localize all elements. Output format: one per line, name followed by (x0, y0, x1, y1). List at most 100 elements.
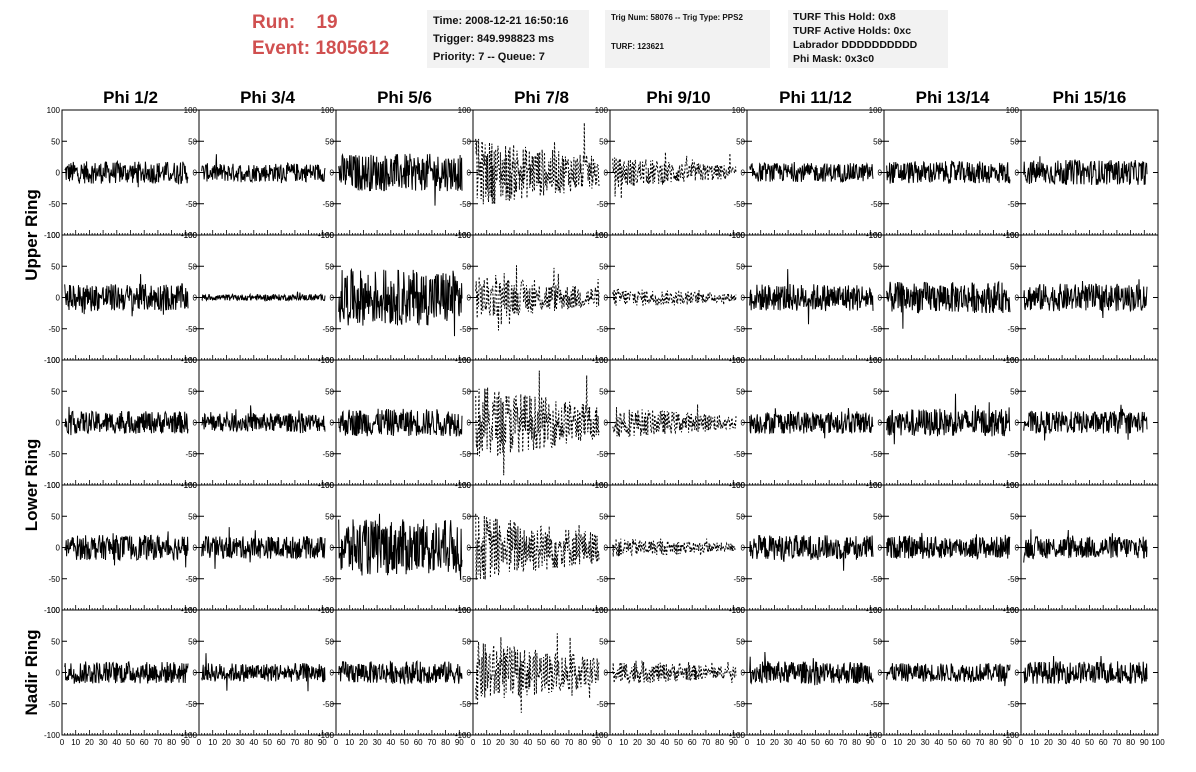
y-tick-label: 0 (330, 294, 335, 303)
x-tick-label: 50 (811, 738, 820, 747)
y-tick-label: 100 (458, 231, 472, 240)
phi-mask-text: Phi Mask: 0x3c0 (793, 53, 875, 65)
y-tick-label: 50 (873, 387, 882, 396)
x-tick-label: 50 (126, 738, 135, 747)
y-tick-label: -100 (44, 231, 61, 240)
waveform-trace (612, 288, 737, 306)
y-tick-label: 50 (873, 512, 882, 521)
x-tick-label: 30 (236, 738, 245, 747)
y-tick-label: -50 (596, 575, 608, 584)
y-tick-label: 50 (736, 262, 745, 271)
y-tick-label: 0 (741, 544, 746, 553)
y-tick-label: 0 (604, 294, 609, 303)
y-tick-label: 50 (1010, 137, 1019, 146)
y-tick-label: -50 (459, 450, 471, 459)
y-tick-label: 0 (604, 419, 609, 428)
y-tick-label: 50 (873, 637, 882, 646)
y-tick-label: -50 (48, 200, 60, 209)
x-tick-label: 60 (277, 738, 286, 747)
x-tick-label: 50 (263, 738, 272, 747)
y-tick-label: 100 (47, 231, 61, 240)
y-tick-label: -50 (185, 450, 197, 459)
y-tick-label: -50 (733, 200, 745, 209)
waveform-trace (612, 538, 737, 557)
waveform-trace (886, 280, 1011, 329)
waveform-trace (475, 633, 600, 713)
waveform-trace (886, 532, 1011, 561)
y-tick-label: 100 (732, 106, 746, 115)
x-tick-label: 0 (471, 738, 476, 747)
y-tick-label: 50 (51, 512, 60, 521)
y-tick-label: -50 (596, 325, 608, 334)
y-tick-label: 0 (467, 294, 472, 303)
column-title: Phi 11/12 (779, 88, 852, 107)
y-tick-label: 50 (599, 512, 608, 521)
y-tick-label: 100 (869, 356, 883, 365)
waveform-trace (338, 267, 463, 337)
column-title: Phi 13/14 (916, 88, 990, 107)
x-tick-label: 20 (222, 738, 231, 747)
y-tick-label: 0 (604, 169, 609, 178)
waveform-trace (338, 408, 463, 438)
y-tick-label: 50 (462, 137, 471, 146)
x-tick-label: 20 (633, 738, 642, 747)
y-tick-label: 100 (869, 481, 883, 490)
x-tick-label: 80 (715, 738, 724, 747)
y-tick-label: 100 (595, 481, 609, 490)
y-tick-label: -50 (1007, 575, 1019, 584)
turf-active-holds-text: TURF Active Holds: 0xc (793, 25, 912, 37)
y-tick-label: -50 (1007, 700, 1019, 709)
x-tick-label: 90 (318, 738, 327, 747)
x-tick-label: 0 (608, 738, 613, 747)
waveform-trace (64, 406, 189, 436)
y-tick-label: -100 (44, 356, 61, 365)
y-tick-label: 100 (595, 606, 609, 615)
x-tick-label: 70 (290, 738, 299, 747)
waveform-trace (201, 653, 326, 692)
y-tick-label: -50 (185, 575, 197, 584)
x-tick-label: 0 (334, 738, 339, 747)
y-tick-label: -100 (44, 606, 61, 615)
y-tick-label: -50 (48, 575, 60, 584)
x-tick-label: 90 (181, 738, 190, 747)
x-tick-label: 10 (619, 738, 628, 747)
y-tick-label: 100 (458, 356, 472, 365)
waveform-trace (475, 513, 600, 580)
event-value: 1805612 (315, 38, 390, 59)
trig-num-text: Trig Num: 58076 -- Trig Type: PPS2 (611, 13, 743, 22)
y-tick-label: 100 (321, 231, 335, 240)
waveform-trace (749, 534, 874, 571)
y-tick-label: 50 (736, 387, 745, 396)
y-tick-label: -50 (870, 575, 882, 584)
y-tick-label: 0 (1015, 419, 1020, 428)
x-tick-label: 30 (1058, 738, 1067, 747)
y-tick-label: 0 (467, 544, 472, 553)
y-tick-label: 100 (1006, 481, 1020, 490)
y-tick-label: 100 (458, 106, 472, 115)
x-tick-label: 10 (208, 738, 217, 747)
y-tick-label: -50 (870, 700, 882, 709)
x-tick-label: 40 (386, 738, 395, 747)
y-tick-label: -50 (322, 325, 334, 334)
y-tick-label: 50 (599, 387, 608, 396)
y-tick-label: 0 (1015, 669, 1020, 678)
waveform-trace (1023, 279, 1148, 319)
turf-info-box: TURF This Hold: 0x8 TURF Active Holds: 0… (788, 10, 948, 68)
y-tick-label: 0 (193, 419, 198, 428)
x-tick-label: 80 (304, 738, 313, 747)
x-tick-label: 20 (85, 738, 94, 747)
x-tick-label: 0 (745, 738, 750, 747)
run-row: Run: 19 (252, 10, 389, 36)
x-tick-label: 10 (893, 738, 902, 747)
x-tick-label: 60 (825, 738, 834, 747)
x-tick-label: 40 (934, 738, 943, 747)
x-tick-label: 30 (647, 738, 656, 747)
x-tick-label: 70 (1112, 738, 1121, 747)
x-tick-label: 60 (414, 738, 423, 747)
waveform-trace (886, 393, 1011, 445)
x-tick-label: 10 (345, 738, 354, 747)
y-tick-label: 50 (51, 387, 60, 396)
y-tick-label: 50 (325, 387, 334, 396)
x-tick-label: 10 (482, 738, 491, 747)
trigger-text: Trigger: 849.998823 ms (433, 33, 555, 45)
